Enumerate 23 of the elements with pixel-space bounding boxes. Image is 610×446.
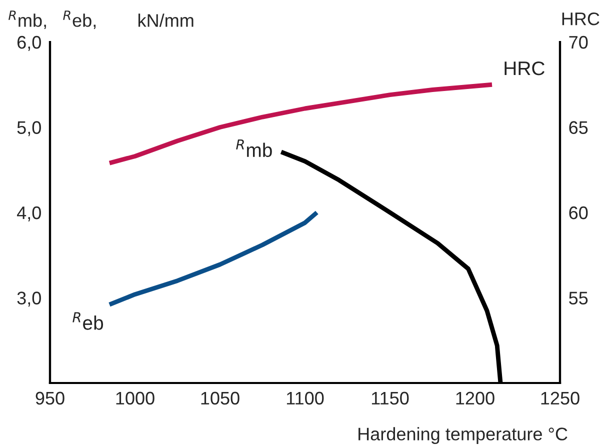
x-tick-label: 1200 xyxy=(456,392,494,405)
x-tick-label: 1250 xyxy=(541,392,580,405)
y2-tick-label: 55 xyxy=(569,292,588,304)
y-tick-label: 3,0 xyxy=(17,292,41,307)
y2-tick-label: 70 xyxy=(569,36,588,49)
x-tick-label: 1150 xyxy=(372,392,409,405)
x-tick-label: 1000 xyxy=(116,392,154,405)
x-tick-label: 1050 xyxy=(201,392,240,405)
x-tick-label: 1100 xyxy=(286,392,324,405)
y2-axis-title: HRC xyxy=(562,12,600,26)
y-tick-label: 6,0 xyxy=(17,36,41,51)
x-tick-label: 950 xyxy=(36,392,64,405)
line-series xyxy=(107,82,494,166)
y-axis-title: $^{R}$mb, $^{R}$eb, kN/mm xyxy=(8,10,194,30)
y-tick-label: 4,0 xyxy=(16,206,41,222)
series-label: HRC xyxy=(504,61,544,76)
y-tick-label: 5,0 xyxy=(17,121,41,136)
series-label: $^{R}$eb xyxy=(72,312,104,330)
y2-tick-label: 60 xyxy=(569,206,588,220)
line-series xyxy=(107,210,320,307)
y2-tick-label: 65 xyxy=(569,121,588,134)
series-label: $^{R}$mb xyxy=(236,140,272,158)
x-axis-title: Hardening temperature °C xyxy=(358,427,568,444)
